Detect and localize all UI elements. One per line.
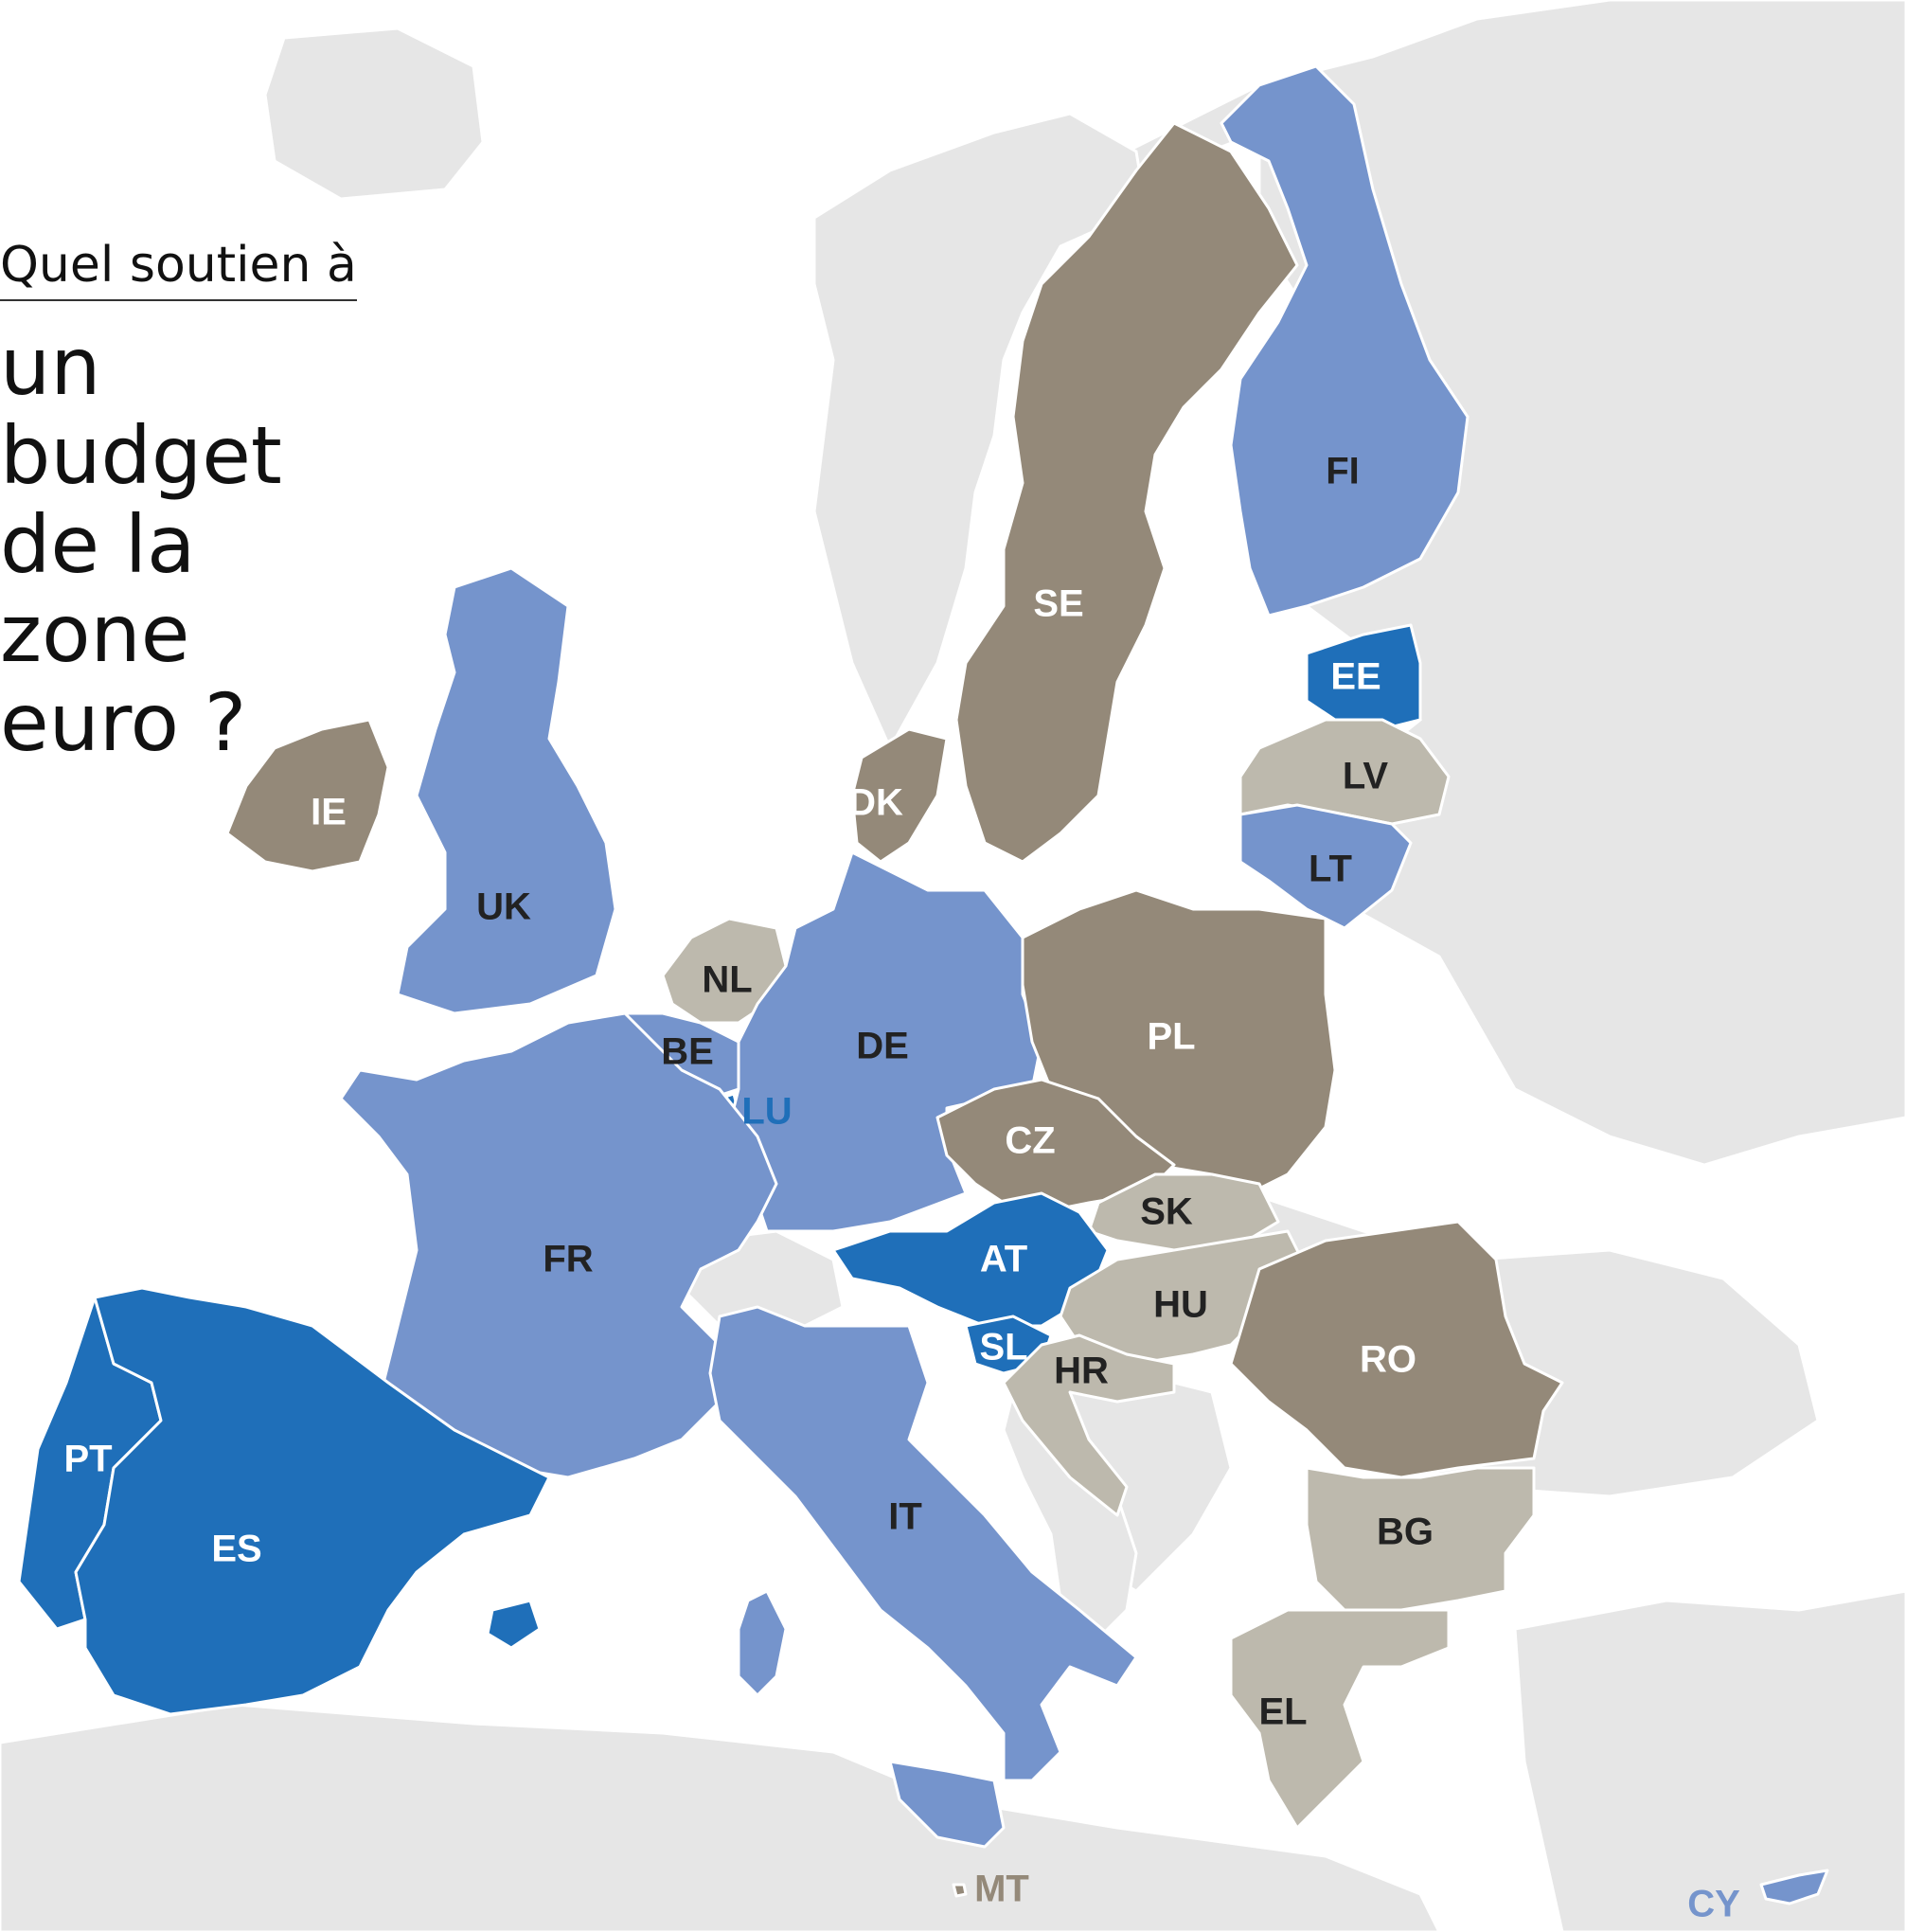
label-ro: RO bbox=[1360, 1339, 1416, 1381]
label-it: IT bbox=[888, 1496, 922, 1538]
title-headline: un budget de la zone euro ? bbox=[0, 320, 282, 769]
country-it-sardinia bbox=[737, 1589, 788, 1697]
label-ee: EE bbox=[1330, 656, 1381, 698]
country-lv bbox=[1238, 718, 1451, 826]
label-hr: HR bbox=[1054, 1351, 1109, 1392]
country-ee bbox=[1305, 623, 1422, 731]
label-nl: NL bbox=[702, 959, 752, 1001]
label-hu: HU bbox=[1153, 1284, 1208, 1326]
country-fr bbox=[339, 1011, 778, 1479]
country-uk bbox=[396, 566, 617, 1015]
label-sk: SK bbox=[1140, 1191, 1193, 1233]
country-fi bbox=[1220, 64, 1470, 617]
label-cy: CY bbox=[1687, 1884, 1740, 1925]
label-mt: MT bbox=[974, 1869, 1029, 1910]
country-it bbox=[708, 1305, 1138, 1782]
label-pt: PT bbox=[63, 1439, 112, 1480]
country-es bbox=[74, 1286, 551, 1716]
country-labels: FI SE EE LV LT DK IE UK NL BE LU DE PL C… bbox=[63, 451, 1740, 1925]
country-hr bbox=[1002, 1333, 1176, 1517]
country-se bbox=[954, 121, 1299, 864]
country-es-balearics bbox=[486, 1599, 542, 1650]
country-it-sicily bbox=[888, 1760, 1006, 1849]
country-bg bbox=[1305, 1466, 1536, 1612]
label-pl: PL bbox=[1147, 1016, 1195, 1058]
label-dk: DK bbox=[848, 782, 903, 824]
label-sl: SL bbox=[979, 1327, 1027, 1368]
label-lv: LV bbox=[1343, 756, 1388, 797]
country-dk bbox=[850, 727, 949, 864]
label-de: DE bbox=[856, 1026, 909, 1067]
label-el: EL bbox=[1258, 1691, 1307, 1733]
country-lt bbox=[1238, 803, 1413, 930]
country-cy bbox=[1759, 1869, 1829, 1905]
country-ie bbox=[225, 718, 390, 873]
country-mt bbox=[952, 1883, 968, 1898]
country-ro bbox=[1229, 1220, 1564, 1479]
label-cz: CZ bbox=[1005, 1120, 1055, 1162]
country-el bbox=[1229, 1608, 1451, 1830]
title-kicker: Quel soutien à bbox=[0, 237, 357, 301]
label-se: SE bbox=[1033, 583, 1083, 625]
countries bbox=[17, 64, 1829, 1905]
label-ie: IE bbox=[311, 792, 347, 833]
label-bg: BG bbox=[1377, 1512, 1434, 1553]
label-lt: LT bbox=[1309, 849, 1352, 890]
label-fr: FR bbox=[543, 1239, 593, 1280]
label-es: ES bbox=[211, 1529, 261, 1570]
label-uk: UK bbox=[476, 886, 531, 928]
label-lu: LU bbox=[741, 1091, 792, 1133]
label-at: AT bbox=[980, 1239, 1027, 1280]
label-be: BE bbox=[661, 1031, 714, 1073]
label-fi: FI bbox=[1326, 451, 1360, 492]
